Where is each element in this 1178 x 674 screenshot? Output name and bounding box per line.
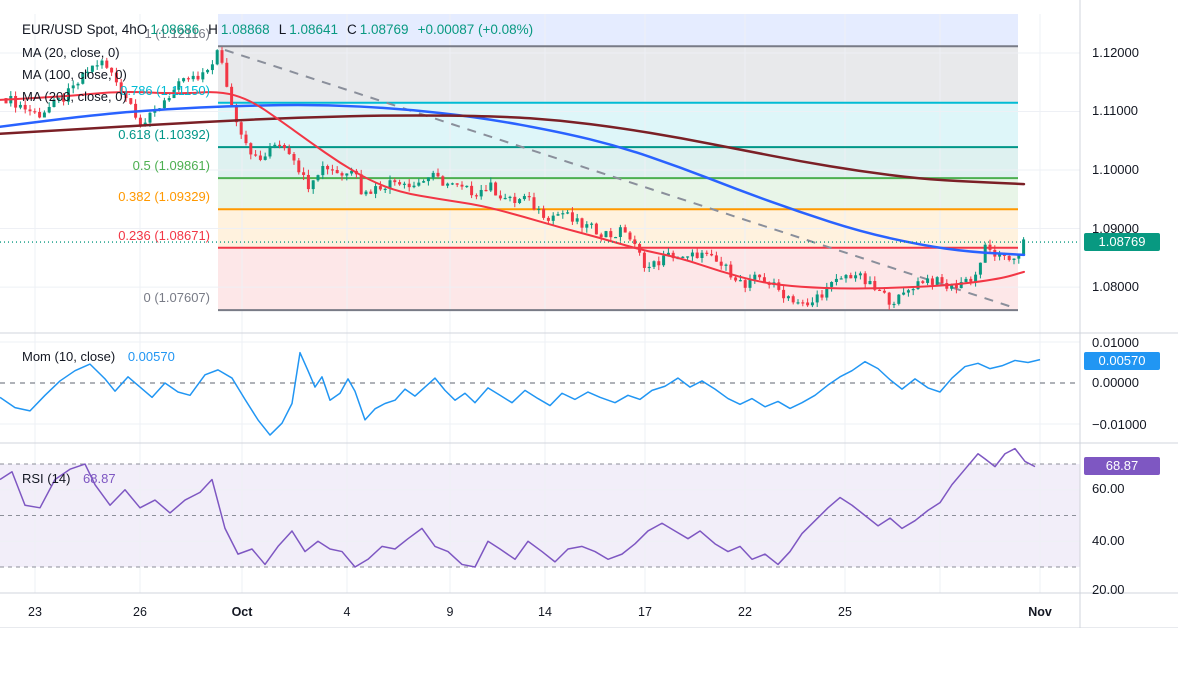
fib-level-label: 0.786 (1.11150) bbox=[120, 82, 210, 98]
axis-tick-label: 20.00 bbox=[1092, 582, 1125, 597]
ma-legend-row[interactable]: MA (200, close, 0) bbox=[22, 89, 127, 104]
axis-tick-label: 1.09000 bbox=[1092, 221, 1139, 236]
fib-level-label: 0.382 (1.09329) bbox=[118, 189, 210, 205]
change-value: +0.00087 (+0.08%) bbox=[417, 22, 534, 37]
axis-tick-label: 1.11000 bbox=[1092, 103, 1139, 118]
ohlc-letter: H bbox=[208, 22, 218, 37]
axis-tick-label: 0.00000 bbox=[1092, 375, 1139, 390]
ohlc-letter: L bbox=[278, 22, 287, 37]
axis-tick-label: 1.12000 bbox=[1092, 45, 1139, 60]
time-tick-label: 17 bbox=[638, 605, 652, 619]
symbol-legend[interactable]: EUR/USD Spot, 4h O 1.08686 H 1.08868 L 1.0864… bbox=[22, 22, 533, 37]
time-tick-label: Oct bbox=[231, 605, 253, 619]
fib-level-label: 0.236 (1.08671) bbox=[118, 227, 210, 243]
rsi-legend[interactable]: RSI (14) 68.87 bbox=[22, 471, 116, 486]
momentum-legend[interactable]: Mom (10, close) 0.00570 bbox=[22, 349, 175, 364]
momentum-label: Mom (10, close) bbox=[22, 349, 116, 364]
fib-level-label: 0 (1.07607) bbox=[143, 290, 211, 306]
time-tick-label: Nov bbox=[1028, 605, 1052, 619]
ohlc-letter: C bbox=[347, 22, 357, 37]
axis-tick-label: 60.00 bbox=[1092, 481, 1125, 496]
axis-value-badge: 68.87 bbox=[1084, 457, 1160, 475]
ohlc-number: 1.08769 bbox=[359, 22, 409, 37]
time-tick-label: 14 bbox=[538, 605, 552, 619]
ohlc-values: O 1.08686 H 1.08868 L 1.08641 C 1.08769 bbox=[137, 22, 409, 37]
fib-level-label: 0.618 (1.10392) bbox=[118, 127, 210, 143]
axis-tick-label: 1.10000 bbox=[1092, 162, 1139, 177]
axis-tick-label: −0.01000 bbox=[1092, 417, 1147, 432]
axis-tick-label: 1.08000 bbox=[1092, 279, 1139, 294]
rsi-label: RSI (14) bbox=[22, 471, 71, 486]
time-tick-label: 23 bbox=[28, 605, 42, 619]
ohlc-number: 1.08641 bbox=[289, 22, 339, 37]
fib-level-label: 1 (1.12116) bbox=[144, 26, 210, 42]
time-tick-label: 9 bbox=[446, 605, 454, 619]
rsi-value: 68.87 bbox=[83, 471, 116, 486]
symbol-title: EUR/USD Spot, 4h bbox=[22, 22, 137, 37]
time-tick-label: 25 bbox=[838, 605, 852, 619]
axis-tick-label: 0.01000 bbox=[1092, 335, 1139, 350]
ohlc-number: 1.08868 bbox=[220, 22, 270, 37]
footer-bar: TradingView bbox=[0, 628, 1178, 674]
momentum-value: 0.00570 bbox=[127, 349, 175, 364]
ohlc-number: 1.08686 bbox=[150, 22, 200, 37]
time-tick-label: 4 bbox=[343, 605, 351, 619]
axis-tick-label: 40.00 bbox=[1092, 533, 1125, 548]
ma-legend-row[interactable]: MA (100, close, 0) bbox=[22, 67, 127, 82]
fib-level-label: 0.5 (1.09861) bbox=[132, 158, 210, 174]
axis-value-badge: 1.08769 bbox=[1084, 233, 1160, 251]
axis-value-badge: 0.00570 bbox=[1084, 352, 1160, 370]
ma-legend-row[interactable]: MA (20, close, 0) bbox=[22, 45, 120, 60]
ohlc-letter: O bbox=[136, 22, 148, 37]
time-tick-label: 26 bbox=[133, 605, 147, 619]
time-tick-label: 22 bbox=[738, 605, 752, 619]
